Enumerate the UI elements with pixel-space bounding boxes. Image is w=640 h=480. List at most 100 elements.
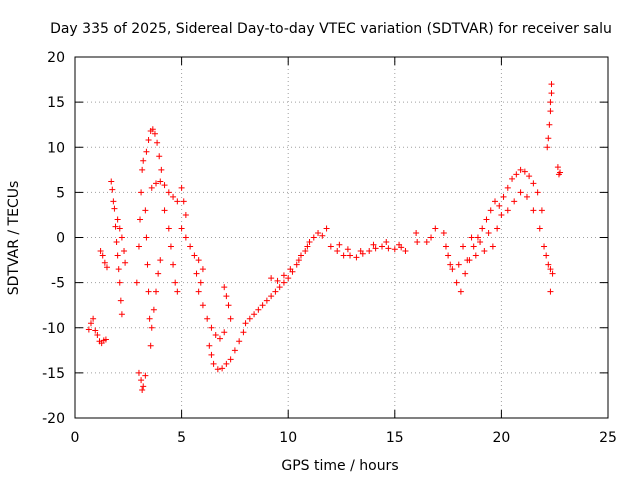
data-point [118,311,125,318]
data-point [548,81,555,88]
data-point [147,342,154,349]
data-point [546,121,553,128]
data-point [530,207,537,214]
data-point [94,331,101,338]
data-point [143,148,150,155]
data-point [139,387,146,394]
data-point [112,223,119,230]
data-point [255,306,262,313]
data-point [87,320,94,327]
data-point [85,326,92,333]
data-point [500,193,507,200]
data-point [370,241,377,248]
data-point [315,229,322,236]
data-point [276,284,283,291]
data-point [144,261,151,268]
data-point [543,252,550,259]
data-point [149,126,156,133]
data-point [274,277,281,284]
data-point [109,186,116,193]
data-point [223,360,230,367]
data-point [504,207,511,214]
data-point [145,288,152,295]
data-point [447,261,454,268]
data-point [121,248,128,255]
data-point [470,243,477,250]
data-point [479,225,486,232]
data-point [530,180,537,187]
data-point [153,288,160,295]
data-point [210,360,217,367]
data-point [108,178,115,185]
y-tick-label: -15 [42,366,65,382]
data-point [172,279,179,286]
data-point [219,365,226,372]
data-point [323,225,330,232]
data-point [428,234,435,241]
data-point [148,184,155,191]
data-series-sdtvar [85,81,564,394]
x-tick-label: 25 [599,430,617,446]
data-point [272,288,279,295]
data-point [521,168,528,175]
data-point [170,261,177,268]
data-point [156,153,163,160]
data-point [191,252,198,259]
data-point [216,335,223,342]
data-point [477,239,484,246]
data-point [474,234,481,241]
data-point [117,297,124,304]
data-point [199,266,206,273]
data-point [182,234,189,241]
data-point [547,288,554,295]
data-point [178,225,185,232]
data-point [193,270,200,277]
data-point [334,248,341,255]
data-point [297,252,304,259]
data-point [492,198,499,205]
data-point [306,239,313,246]
data-point [453,279,460,286]
data-point [143,234,150,241]
data-point [165,225,172,232]
data-point [548,90,555,97]
y-tick-label: -10 [42,321,65,337]
y-tick-label: 15 [47,95,65,111]
x-axis-title: GPS time / hours [281,458,398,474]
data-point [268,293,275,300]
data-point [142,372,149,379]
data-point [122,259,129,266]
data-point [557,169,564,176]
data-point [541,243,548,250]
data-point [221,329,228,336]
data-point [116,279,123,286]
data-point [174,198,181,205]
data-point [445,252,452,259]
data-point [554,164,561,171]
x-tick-label: 20 [492,430,510,446]
data-point [347,252,354,259]
data-point [231,347,238,354]
data-point [246,315,253,322]
data-point [212,331,219,338]
data-point [90,315,97,322]
data-point [432,225,439,232]
data-point [547,108,554,115]
data-point [208,324,215,331]
data-point [372,245,379,252]
data-point [442,243,449,250]
data-point [111,205,118,212]
chart-title: Day 335 of 2025, Sidereal Day-to-day VTE… [50,21,612,37]
data-point [481,248,488,255]
x-tick-label: 15 [386,430,404,446]
data-point [302,248,309,255]
data-point [116,225,123,232]
data-point [167,243,174,250]
data-point [182,211,189,218]
data-point [165,189,172,196]
data-point [464,257,471,264]
data-point [280,279,287,286]
data-point [115,266,122,273]
data-point [153,180,160,187]
